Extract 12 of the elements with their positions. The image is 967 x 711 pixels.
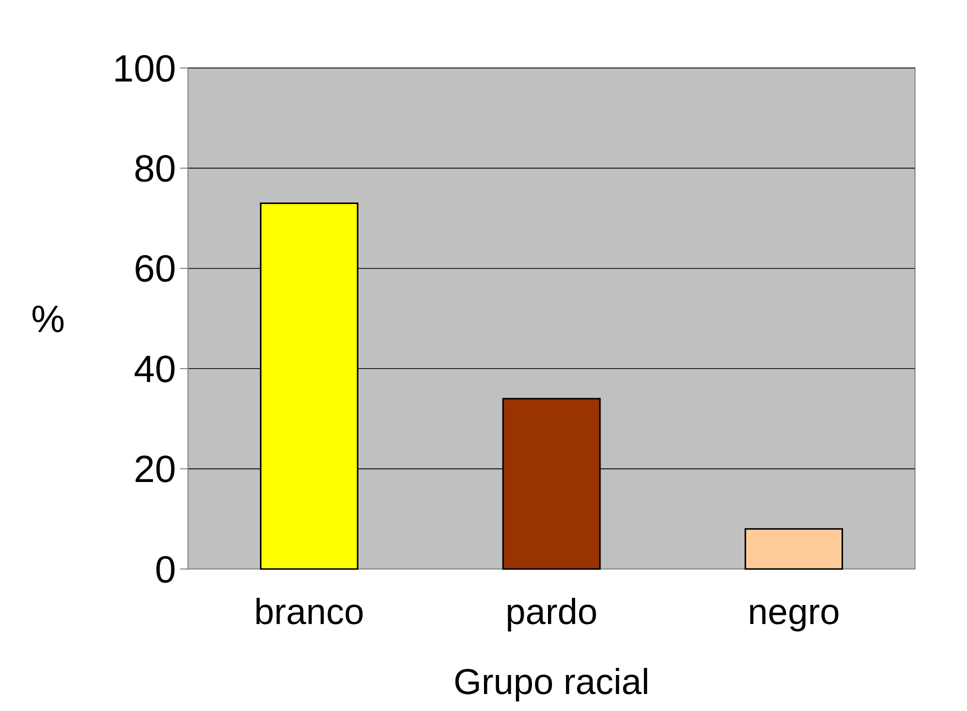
x-tick-label: negro — [748, 591, 840, 632]
y-tick-label: 0 — [154, 549, 176, 592]
x-axis-title: Grupo racial — [453, 661, 650, 702]
y-tick-label: 20 — [134, 449, 176, 492]
y-tick-label: 40 — [134, 348, 176, 391]
y-tick-label: 80 — [134, 148, 176, 190]
x-tick-label: branco — [254, 591, 364, 632]
x-tick-label: pardo — [505, 591, 598, 632]
y-axis-title: % — [31, 298, 65, 341]
y-tick-label: 60 — [134, 248, 176, 291]
bar — [744, 528, 844, 570]
y-tick-label: 100 — [112, 48, 176, 90]
